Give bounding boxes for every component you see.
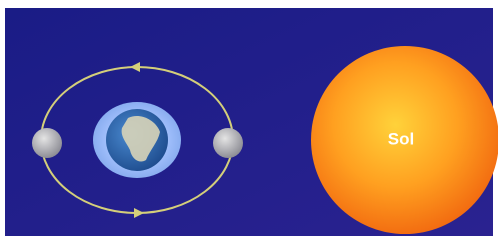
moon xyxy=(32,128,62,158)
diagram: Sol xyxy=(0,0,498,244)
moon xyxy=(213,128,243,158)
page: Sol (() => { const data = JSON.parse(doc… xyxy=(0,0,498,244)
sun-label: Sol xyxy=(388,129,414,148)
